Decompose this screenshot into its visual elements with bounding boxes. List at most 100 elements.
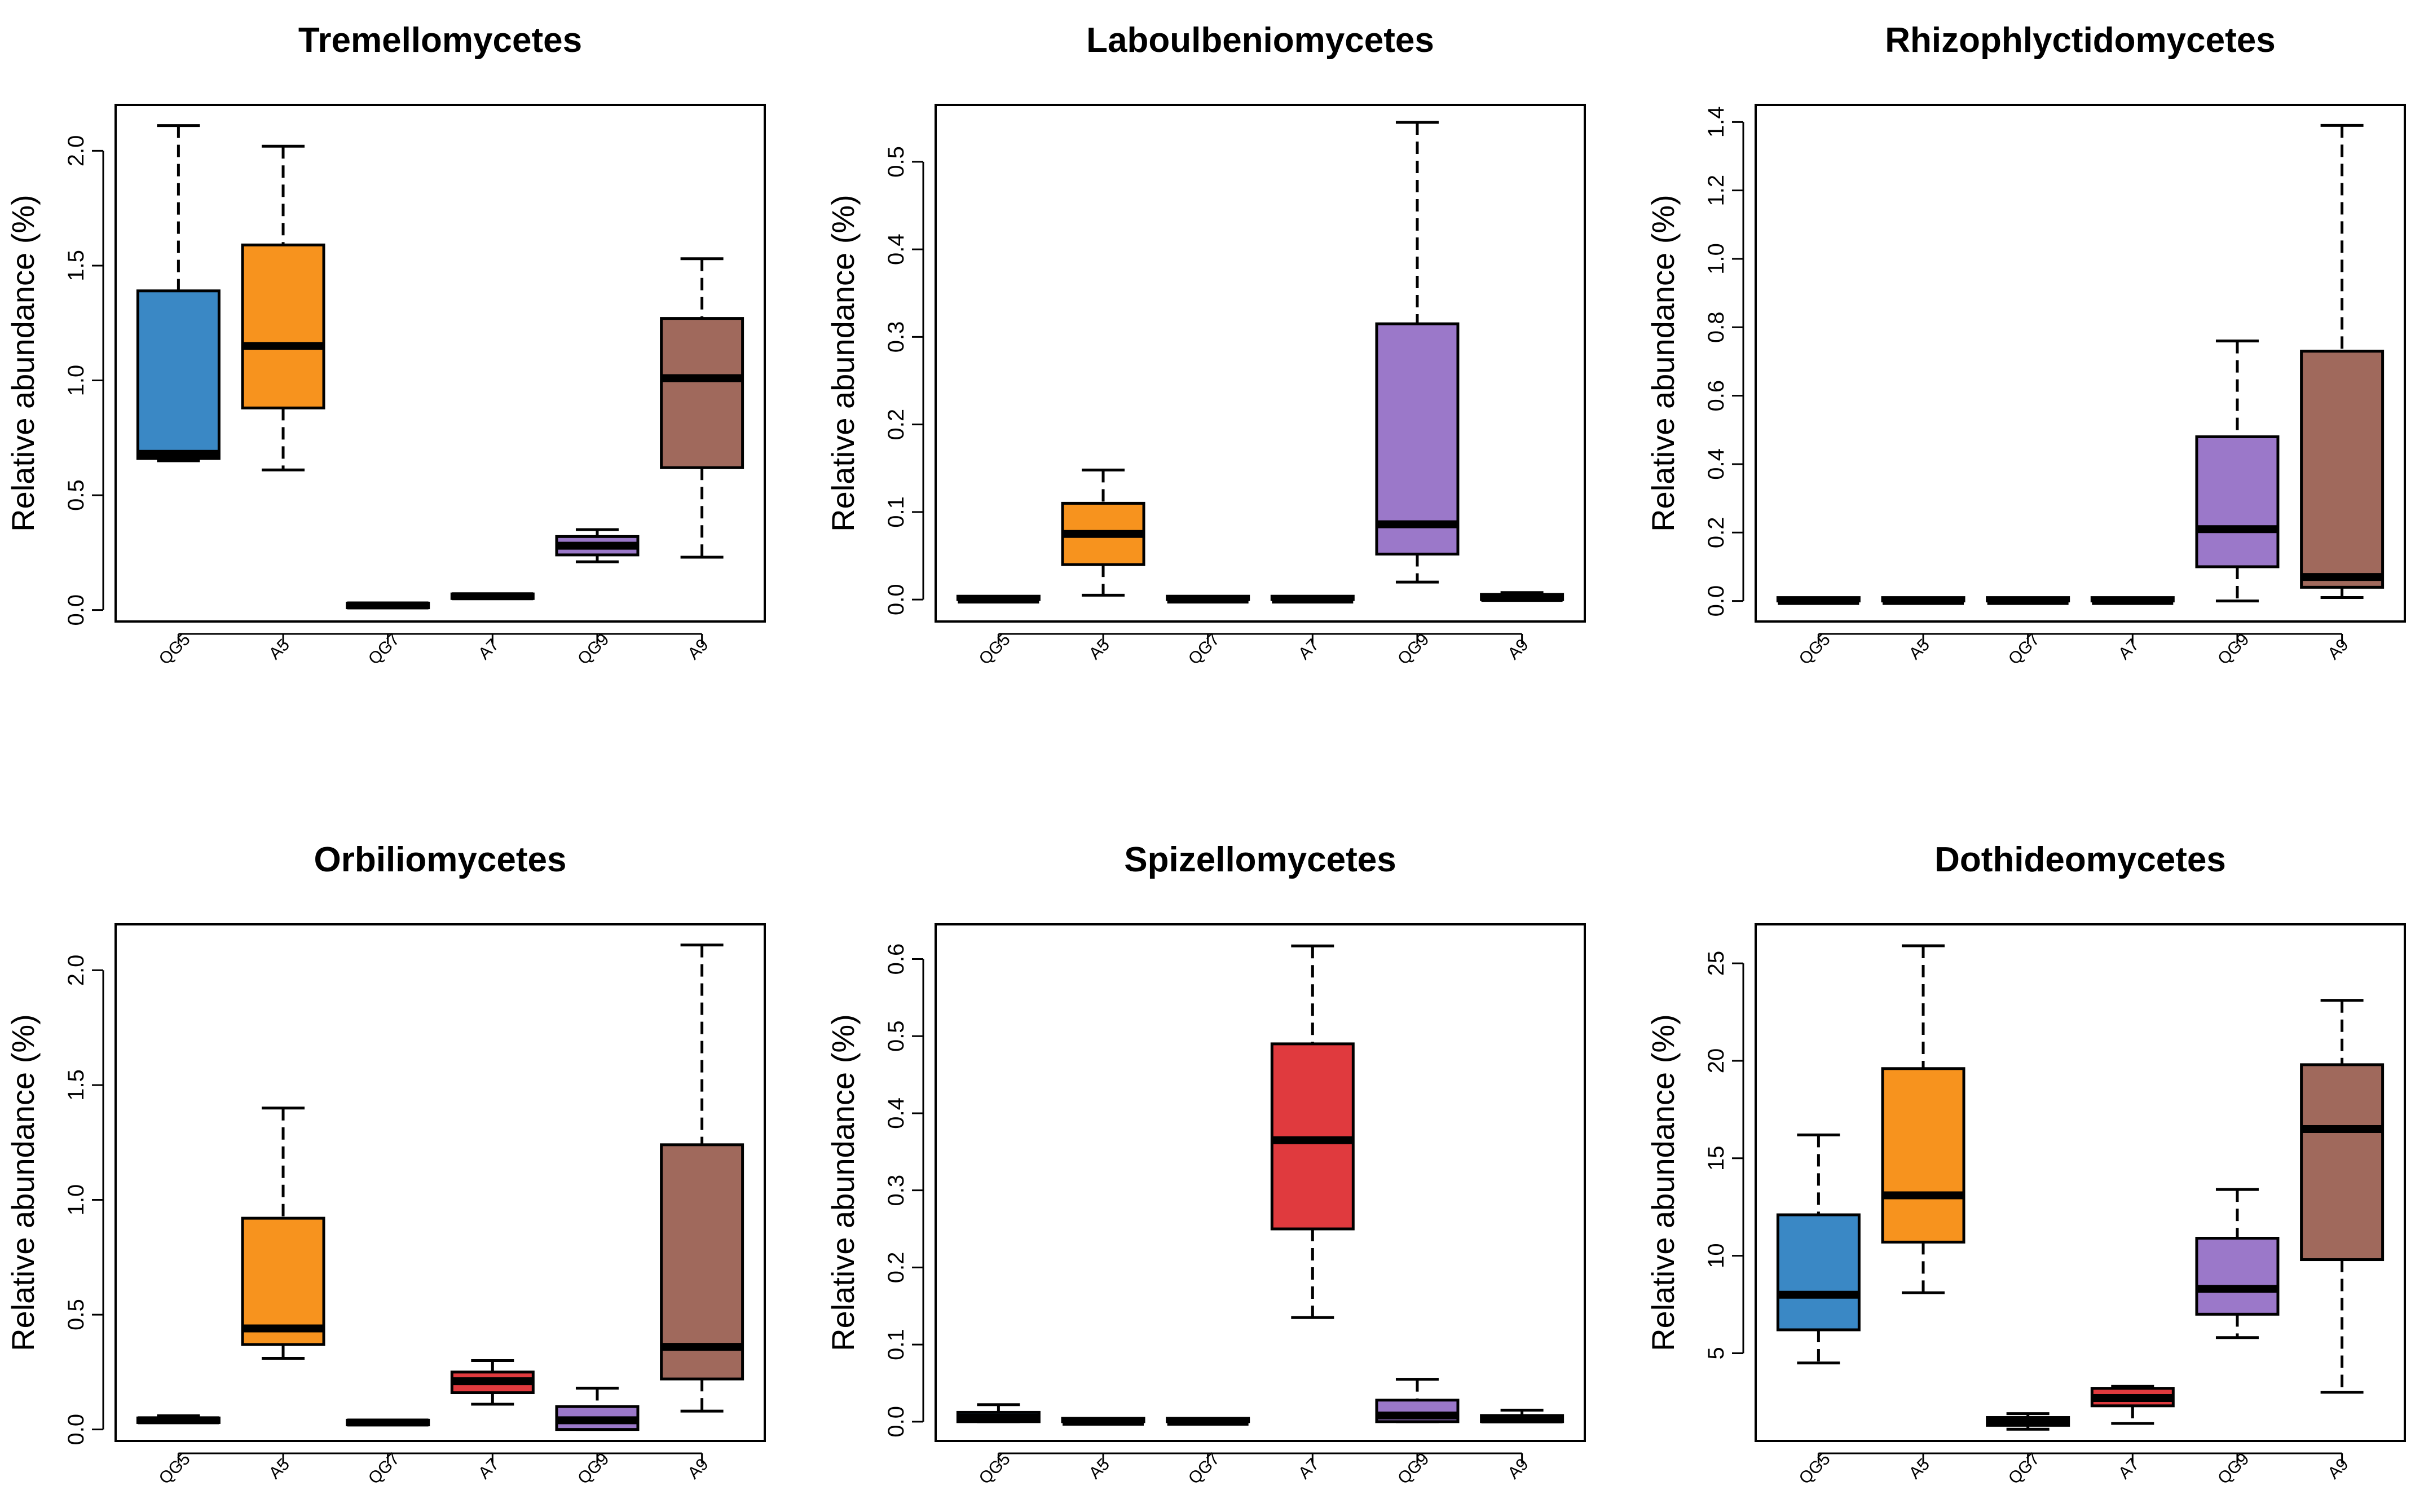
box-qg9 [2195,1188,2280,1339]
box-a7 [450,1359,535,1406]
box-qg7 [346,601,430,610]
box-body [2300,350,2385,589]
y-tick-label: 1.5 [64,1069,89,1101]
box-qg9 [2195,340,2280,603]
y-tick-label: 0.1 [884,496,909,528]
x-tick-label: QG5 [156,1449,194,1488]
box-body [2195,1237,2280,1316]
x-tick-label: A7 [1295,1455,1323,1483]
x-tick-label: QG7 [365,630,403,668]
x-tick-label: A9 [1504,636,1532,663]
x-tick-label: A5 [1906,636,1933,663]
y-axis-label: Relative abundance (%) [1645,1014,1681,1351]
y-axis-label: Relative abundance (%) [825,195,861,532]
y-tick-label: 20 [1704,1048,1729,1074]
box-a9 [1480,591,1564,602]
y-tick-label: 0.0 [64,594,89,626]
y-tick-label: 0.1 [884,1329,909,1360]
x-tick-label: A7 [2115,636,2143,663]
x-tick-label: QG9 [2214,1449,2253,1488]
x-tick-label: QG5 [156,630,194,668]
chart-title: Laboulbeniomycetes [1086,21,1434,60]
x-tick-label: A7 [1295,636,1323,663]
x-tick-label: QG7 [1185,630,1223,668]
y-tick-label: 0.0 [884,1406,909,1438]
x-tick-label: QG5 [976,630,1014,668]
y-tick-label: 0.8 [1704,311,1729,343]
y-tick-label: 0.2 [1704,517,1729,548]
chart-panel: Orbiliomycetes Relative abundance (%) 0.0 0… [5,840,766,1488]
box-a7 [1270,594,1355,604]
y-tick-label: 15 [1704,1146,1729,1171]
y-tick-label: 1.0 [64,365,89,396]
x-tick-label: QG9 [1394,1449,1433,1488]
box-qg9 [555,528,640,563]
y-tick-label: 0.6 [884,944,909,975]
box-a9 [660,944,744,1413]
y-tick-label: 1.0 [1704,243,1729,275]
y-tick-label: 0.3 [884,1175,909,1206]
box-a9 [1480,1408,1564,1423]
chart-title: Dothideomycetes [1934,840,2226,879]
box-body [660,1143,744,1381]
x-tick-label: QG7 [2005,1449,2043,1488]
box-a5 [1881,944,1965,1294]
box-qg7 [1986,596,2070,605]
chart-title: Rhizophlyctidomycetes [1885,21,2275,60]
box-body [2195,435,2280,568]
box-body [1881,1067,1965,1244]
x-tick-label: A9 [2324,636,2352,663]
y-tick-label: 0.5 [884,146,909,178]
y-axis-label: Relative abundance (%) [5,195,41,532]
box-body [241,243,325,409]
x-tick-label: QG5 [1796,630,1834,668]
box-body [2300,1063,2385,1262]
x-tick-label: A5 [266,1455,293,1483]
y-tick-label: 0.0 [884,584,909,615]
x-tick-label: A7 [475,636,503,663]
y-tick-label: 0.4 [884,1097,909,1129]
box-a5 [1881,596,1965,605]
x-tick-label: A5 [266,636,293,663]
y-tick-label: 5 [1704,1347,1729,1359]
box-a5 [1061,1417,1145,1426]
x-tick-label: QG7 [1185,1449,1223,1488]
box-a9 [2300,999,2385,1394]
y-tick-label: 0.5 [64,479,89,511]
plot-frame [1755,923,2406,1442]
box-qg7 [346,1418,430,1427]
x-tick-label: QG7 [2005,630,2043,668]
box-a5 [241,144,325,471]
x-tick-label: QG7 [365,1449,403,1488]
chart-title: Tremellomycetes [298,21,582,60]
y-tick-label: 25 [1704,951,1729,976]
y-tick-label: 0.0 [1704,585,1729,617]
plot-frame [114,923,766,1442]
x-tick-label: QG5 [976,1449,1014,1488]
chart-panel: Rhizophlyctidomycetes Relative abundance … [1645,21,2406,668]
box-body [241,1216,325,1346]
box-qg7 [1166,1417,1250,1426]
x-tick-label: A5 [1086,1455,1113,1483]
x-tick-label: QG5 [1796,1449,1834,1488]
y-axis-label: Relative abundance (%) [825,1014,861,1351]
box-qg5 [956,1403,1041,1423]
y-tick-label: 2.0 [64,135,89,167]
box-a7 [2090,596,2175,605]
chart-title: Orbiliomycetes [314,840,567,879]
plot-frame [114,104,766,623]
box-a5 [241,1107,325,1360]
box-qg9 [1375,1378,1460,1423]
y-tick-label: 1.5 [64,250,89,281]
x-tick-label: A9 [1504,1455,1532,1483]
box-qg5 [1776,1133,1861,1365]
y-tick-label: 10 [1704,1243,1729,1268]
y-axis-label: Relative abundance (%) [1645,195,1681,532]
y-tick-label: 0.0 [64,1414,89,1445]
x-tick-label: QG9 [574,1449,612,1488]
y-tick-label: 1.0 [64,1184,89,1216]
y-tick-label: 1.4 [1704,107,1729,138]
x-tick-label: A9 [684,636,712,663]
y-axis-label: Relative abundance (%) [5,1014,41,1351]
box-a7 [2090,1385,2175,1425]
